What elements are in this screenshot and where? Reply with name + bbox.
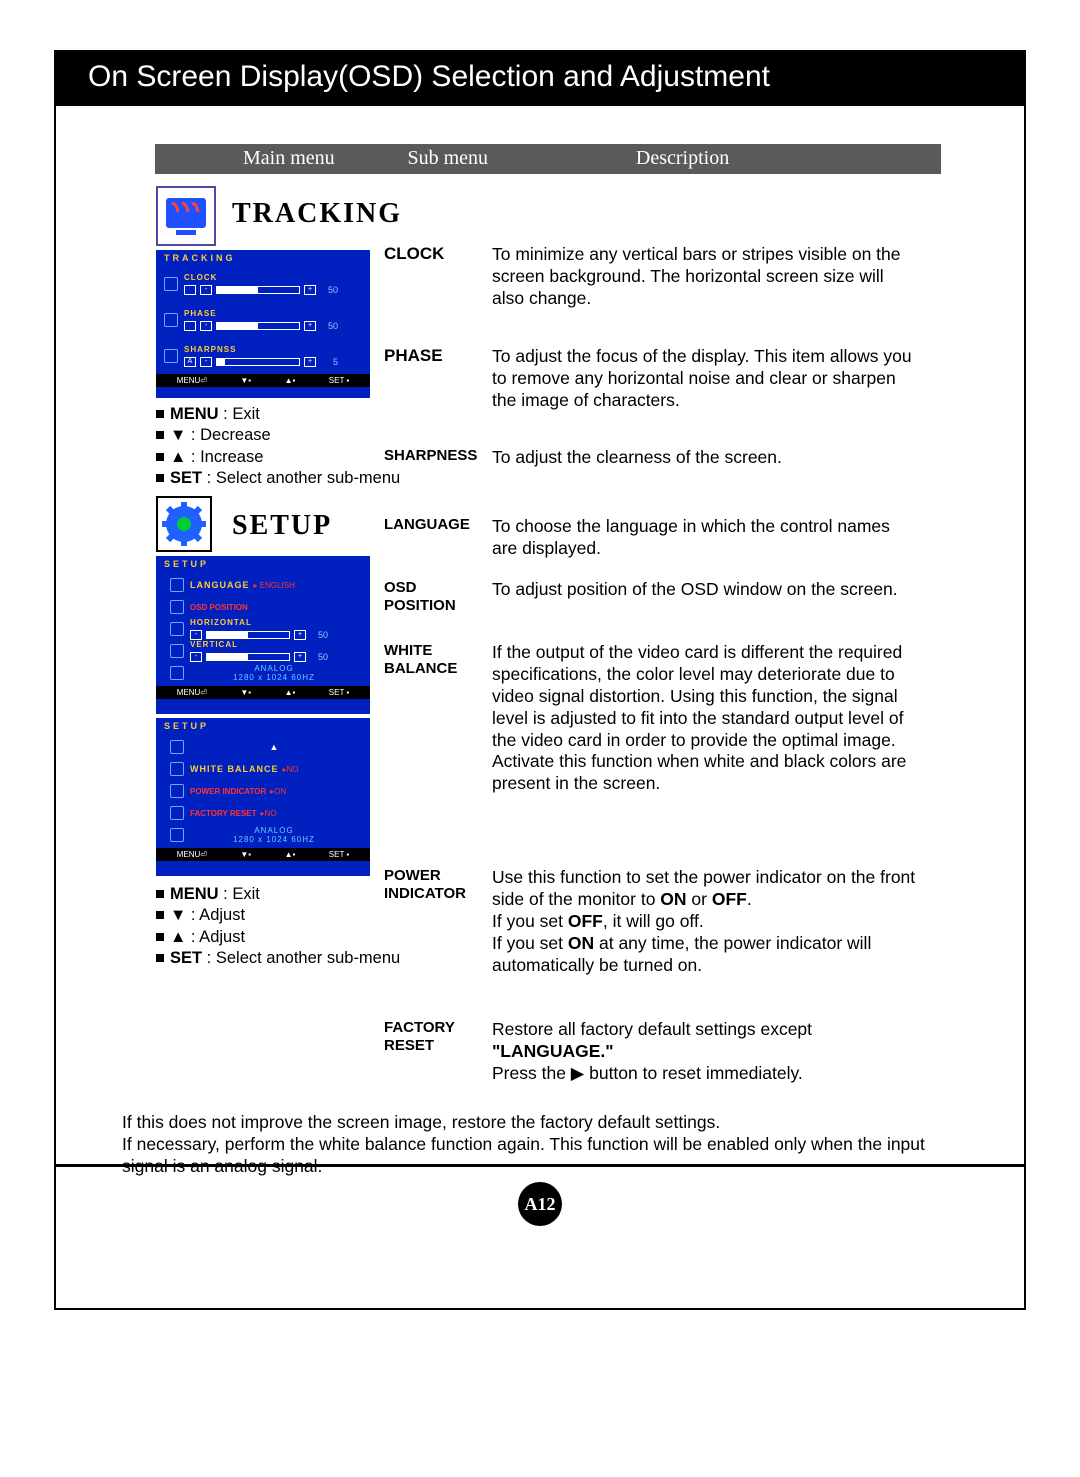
footnote-text: If this does not improve the screen imag… — [122, 1112, 942, 1178]
osd-tracking-screenshot: TRACKING CLOCK-+50PHASE-+50SHARPNSSA-+5 … — [156, 250, 370, 398]
page-title-bar: On Screen Display(OSD) Selection and Adj… — [54, 50, 1026, 106]
desc-whitebal: If the output of the video card is diffe… — [492, 642, 927, 795]
tracking-icon — [156, 186, 216, 246]
sub-whitebal: WHITEBALANCE — [384, 642, 457, 678]
sub-clock: CLOCK — [384, 244, 444, 264]
sub-language: LANGUAGE — [384, 516, 470, 533]
osd-setup2-screenshot: SETUP ▲ WHITE BALANCE▸NO POWER INDICATOR… — [156, 718, 370, 876]
osd-setup1-screenshot: SETUP LANGUAGE▸ ENGLISH OSD POSITION HOR… — [156, 556, 370, 714]
column-headers: Main menu Sub menu Description — [155, 144, 941, 174]
desc-language: To choose the language in which the cont… — [492, 516, 920, 560]
desc-sharpness: To adjust the clearness of the screen. — [492, 447, 920, 469]
desc-powerind: Use this function to set the power indic… — [492, 867, 932, 976]
sub-powerind: POWERINDICATOR — [384, 867, 466, 903]
header-desc: Description — [610, 144, 729, 170]
sub-sharpness: SHARPNESS — [384, 447, 477, 464]
setup-title: SETUP — [232, 510, 332, 542]
setup-legend: MENU : Exit▼ : Adjust▲ : AdjustSET : Sel… — [156, 884, 400, 970]
setup-icon — [156, 496, 212, 552]
sub-osdpos: OSDPOSITION — [384, 579, 456, 615]
desc-factory: Restore all factory default settings exc… — [492, 1019, 932, 1085]
osd-nav-hints: MENU⏎ ▼▪ ▲▪ SET ▪ — [156, 374, 370, 387]
desc-osdpos: To adjust position of the OSD window on … — [492, 579, 920, 601]
header-main: Main menu — [155, 144, 383, 170]
bottom-rule — [54, 1164, 1026, 1167]
desc-clock: To minimize any vertical bars or stripes… — [492, 244, 920, 310]
sub-phase: PHASE — [384, 346, 443, 366]
header-sub: Sub menu — [387, 144, 605, 170]
osd-tracking-header: TRACKING — [156, 250, 370, 266]
desc-phase: To adjust the focus of the display. This… — [492, 346, 920, 412]
page-number-badge: A12 — [518, 1182, 562, 1226]
tracking-title: TRACKING — [232, 198, 402, 230]
sub-factory: FACTORYRESET — [384, 1019, 455, 1055]
tracking-legend: MENU : Exit▼ : Decrease▲ : IncreaseSET :… — [156, 404, 400, 490]
